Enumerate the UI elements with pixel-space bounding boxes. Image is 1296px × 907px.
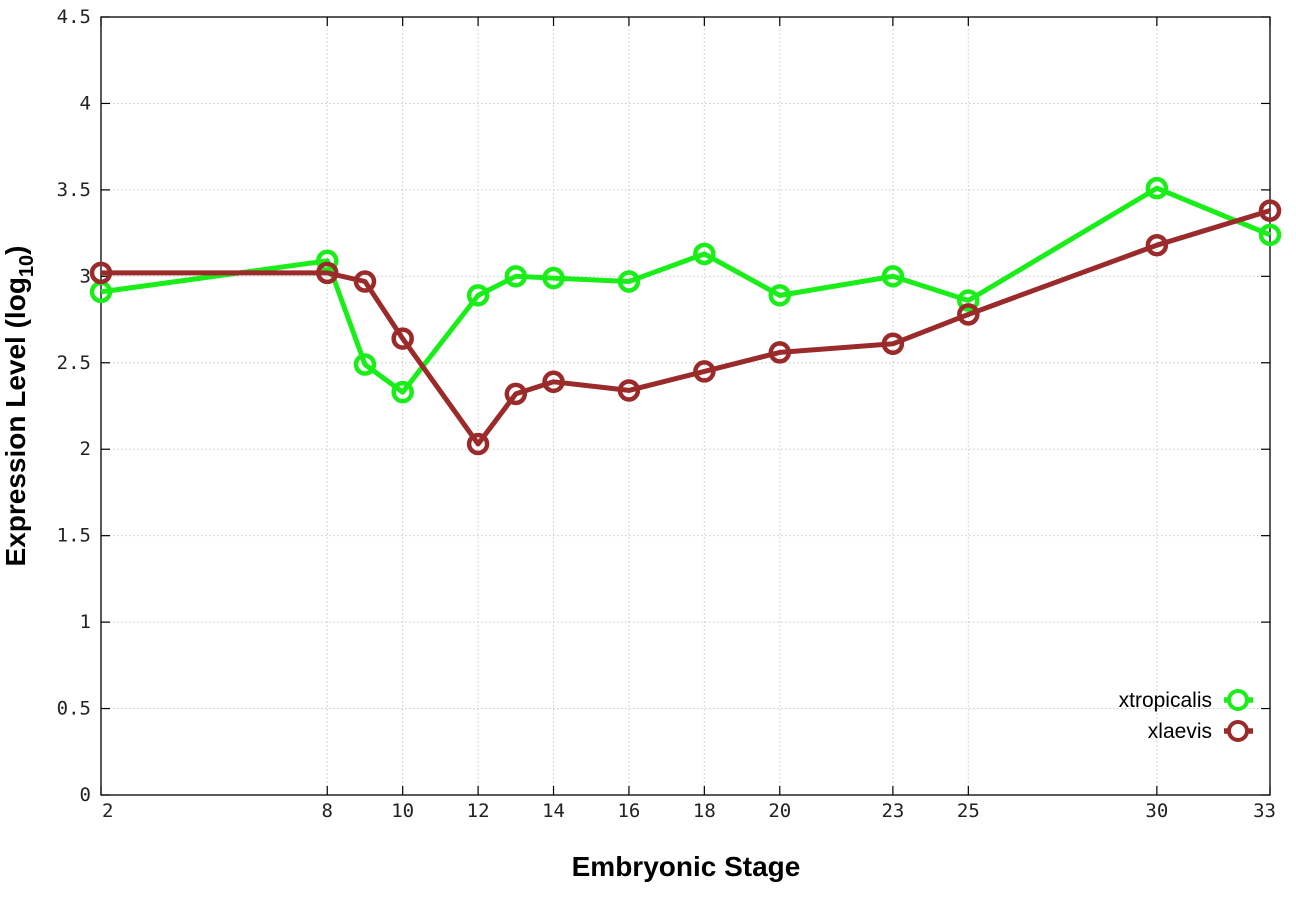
- x-tick-label: 10: [391, 800, 414, 822]
- data-point-xlaevis: [353, 270, 377, 293]
- y-tick-label: 1.5: [57, 525, 91, 547]
- data-point-xtropicalis: [693, 242, 716, 266]
- data-point-xlaevis: [693, 360, 716, 383]
- data-point-xlaevis: [466, 432, 490, 456]
- data-point-xtropicalis: [617, 270, 641, 293]
- y-axis-title-close: ): [0, 246, 31, 255]
- y-tick-label: 1: [80, 611, 91, 633]
- series-line-xtropicalis: [100, 185, 1271, 395]
- data-point-xlaevis: [391, 327, 414, 350]
- data-point-xlaevis: [89, 261, 113, 285]
- y-tick-label: 2: [80, 438, 91, 460]
- x-tick-label: 20: [768, 800, 791, 822]
- x-tick-label: 16: [617, 800, 640, 822]
- legend-label-xlaevis: xlaevis: [1148, 720, 1212, 743]
- legend-label-xtropicalis: xtropicalis: [1119, 689, 1212, 712]
- y-tick-label: 2.5: [57, 352, 91, 374]
- plot-frame: [100, 16, 1271, 796]
- data-point-xtropicalis: [466, 284, 490, 307]
- data-point-xtropicalis: [353, 353, 377, 376]
- data-point-xtropicalis: [542, 266, 565, 290]
- y-axis-title: Expression Level (log10): [0, 246, 38, 567]
- x-tick-label: 8: [322, 800, 333, 822]
- y-tick-label: 0.5: [57, 698, 91, 720]
- y-axis-title-subscript: 10: [16, 255, 38, 277]
- x-tick-label: 30: [1145, 800, 1168, 822]
- axis-ticks: 0 0.5 1 1.5 2 2.5 3 3.5 4 4.5 2 8 10 12 14 16 18 20 23 25 30…: [57, 6, 1276, 822]
- y-axis-title-main: Expression Level (log: [0, 277, 31, 566]
- x-tick-label: 23: [881, 800, 904, 822]
- data-point-xlaevis: [504, 382, 528, 406]
- data-point-xlaevis: [768, 341, 792, 364]
- data-point-xlaevis: [316, 261, 339, 285]
- data-point-xlaevis: [881, 332, 905, 356]
- series-xlaevis: [89, 199, 1282, 456]
- data-point-xtropicalis: [504, 265, 528, 288]
- data-point-xlaevis: [617, 379, 641, 402]
- y-tick-label: 4.5: [57, 6, 91, 28]
- data-point-xtropicalis: [316, 249, 339, 273]
- data-point-xtropicalis: [957, 289, 980, 312]
- x-tick-label: 14: [542, 800, 565, 822]
- data-point-xtropicalis: [391, 380, 414, 404]
- grid-lines: [101, 17, 1270, 795]
- x-axis-title: Embryonic Stage: [572, 851, 801, 882]
- data-point-xtropicalis: [881, 265, 905, 288]
- y-tick-label: 4: [80, 92, 91, 114]
- x-tick-label: 33: [1253, 800, 1276, 822]
- data-point-xlaevis: [957, 303, 980, 326]
- y-tick-label: 3: [80, 265, 91, 287]
- legend-marker-xtropicalis: [1227, 689, 1249, 711]
- series-line-xlaevis: [101, 208, 1271, 447]
- legend: xtropicalis xlaevis: [1119, 689, 1253, 743]
- data-point-xtropicalis: [1145, 176, 1169, 200]
- data-point-xlaevis: [542, 370, 565, 394]
- x-tick-label: 25: [957, 800, 980, 822]
- x-tick-label: 2: [102, 800, 113, 822]
- x-tick-label: 18: [693, 800, 716, 822]
- data-point-xtropicalis: [1258, 223, 1282, 247]
- data-point-xtropicalis: [768, 284, 792, 307]
- series-layer: [89, 176, 1282, 456]
- legend-marker-xlaevis: [1227, 720, 1249, 742]
- y-tick-label: 3.5: [57, 179, 91, 201]
- series-xtropicalis: [89, 176, 1282, 404]
- data-point-xlaevis: [1258, 199, 1282, 222]
- y-tick-label: 0: [80, 784, 91, 806]
- x-tick-label: 12: [467, 800, 490, 822]
- data-point-xlaevis: [1145, 233, 1169, 257]
